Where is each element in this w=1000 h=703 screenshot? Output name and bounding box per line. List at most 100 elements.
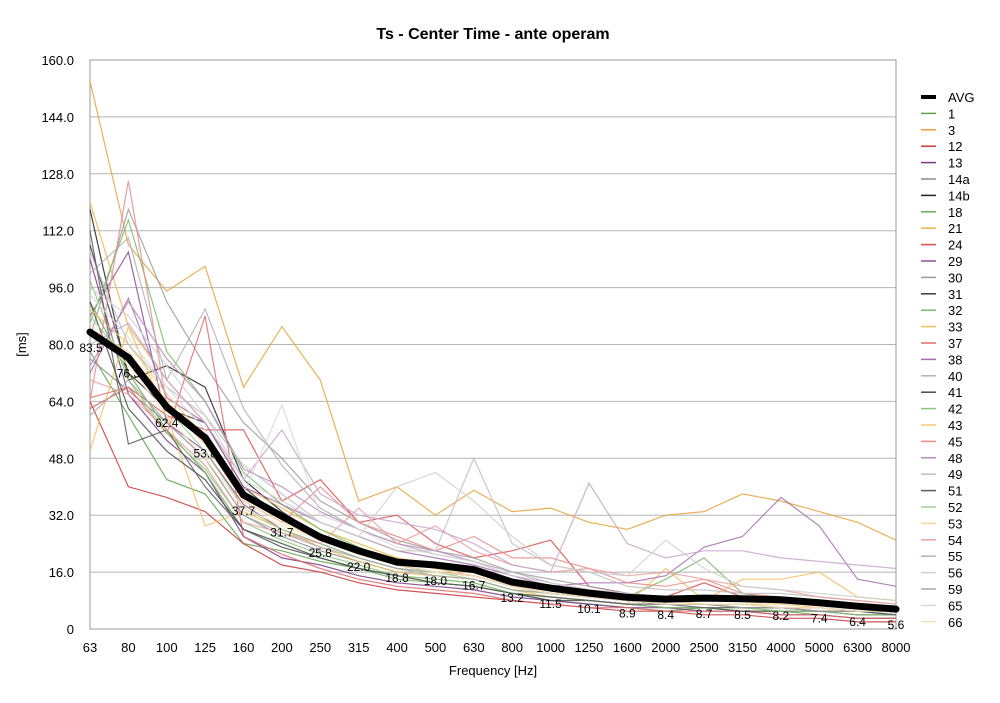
- legend-item: 31: [921, 287, 962, 302]
- avg-data-label: 76.3: [117, 367, 141, 381]
- legend-item: 43: [921, 418, 962, 433]
- avg-data-label: 8.2: [773, 609, 790, 623]
- legend-label: 14a: [948, 172, 970, 187]
- y-tick-label: 80.0: [49, 338, 74, 353]
- series-line-37: [89, 315, 896, 619]
- legend-item: 56: [921, 566, 962, 581]
- x-tick-label: 1600: [613, 640, 642, 655]
- avg-data-label: 11.5: [539, 597, 562, 611]
- legend-label: 52: [948, 500, 962, 515]
- legend-label: 32: [948, 303, 962, 318]
- x-tick-label: 6300: [843, 640, 872, 655]
- legend-label: 41: [948, 385, 962, 400]
- legend-label: AVG: [948, 90, 975, 105]
- legend-label: 1: [948, 106, 955, 121]
- series-line-3: [89, 81, 897, 541]
- x-tick-label: 5000: [805, 640, 834, 655]
- legend-item: AVG: [921, 90, 975, 105]
- series-line-38: [89, 296, 897, 587]
- series-line-45: [89, 180, 897, 609]
- legend-label: 48: [948, 451, 962, 466]
- y-tick-label: 64.0: [49, 394, 74, 409]
- x-tick-label: 800: [501, 640, 523, 655]
- series-line-12: [89, 401, 896, 623]
- legend-label: 31: [948, 287, 962, 302]
- series-line-55: [89, 322, 897, 573]
- series-lines: [86, 81, 900, 623]
- legend-label: 38: [948, 352, 962, 367]
- x-tick-label: 500: [425, 640, 447, 655]
- series-line-49: [89, 251, 897, 605]
- x-tick-label: 8000: [882, 640, 911, 655]
- x-tick-label: 2500: [690, 640, 719, 655]
- legend-item: 55: [921, 549, 962, 564]
- x-tick-label: 2000: [651, 640, 680, 655]
- legend-item: 29: [921, 254, 962, 269]
- legend-label: 40: [948, 369, 962, 384]
- legend-item: 59: [921, 582, 962, 597]
- series-line-59: [89, 379, 896, 612]
- legend-item: 32: [921, 303, 962, 318]
- y-axis-ticks: 0 16.0 32.0 48.0 64.0 80.0 96.0 112.0 128.0 144.0…: [41, 53, 74, 637]
- legend: AVG13121314a14b1821242930313233373840414…: [921, 90, 975, 630]
- legend-item: 45: [921, 434, 962, 449]
- legend-item: 66: [921, 615, 962, 630]
- legend-item: 48: [921, 451, 962, 466]
- legend-item: 30: [921, 270, 962, 285]
- legend-item: 14b: [921, 188, 970, 203]
- legend-item: 40: [921, 369, 962, 384]
- series-line-32: [89, 218, 896, 609]
- legend-item: 13: [921, 156, 962, 171]
- legend-label: 42: [948, 402, 962, 417]
- legend-label: 12: [948, 139, 962, 154]
- legend-label: 59: [948, 582, 962, 597]
- avg-data-label: 6.4: [849, 615, 866, 629]
- y-tick-label: 0: [67, 622, 74, 637]
- legend-item: 38: [921, 352, 962, 367]
- x-tick-label: 315: [348, 640, 370, 655]
- x-tick-label: 4000: [766, 640, 795, 655]
- legend-item: 1: [921, 106, 955, 121]
- legend-label: 21: [948, 221, 962, 236]
- avg-data-label: 16.7: [462, 579, 486, 593]
- avg-data-label: 22.0: [347, 560, 371, 574]
- avg-data-label: 53.8: [193, 447, 217, 461]
- legend-label: 18: [948, 205, 962, 220]
- legend-item: 54: [921, 533, 962, 548]
- legend-label: 30: [948, 270, 962, 285]
- legend-label: 14b: [948, 188, 970, 203]
- y-tick-label: 144.0: [41, 110, 74, 125]
- series-line-56: [89, 287, 897, 602]
- grid: [89, 59, 897, 630]
- avg-data-label: 31.7: [270, 525, 294, 539]
- legend-item: 42: [921, 402, 962, 417]
- avg-data-label: 8.7: [696, 607, 713, 621]
- legend-item: 33: [921, 320, 962, 335]
- avg-data-labels: 83.5 76.3 62.4 53.8 37.7 31.7 25.8 22.0 18.8 18.0…: [79, 341, 904, 632]
- legend-item: 24: [921, 238, 962, 253]
- x-tick-label: 80: [121, 640, 135, 655]
- x-tick-label: 250: [309, 640, 331, 655]
- legend-item: 18: [921, 205, 962, 220]
- x-tick-label: 630: [463, 640, 485, 655]
- legend-label: 56: [948, 566, 962, 581]
- legend-label: 49: [948, 467, 962, 482]
- series-line-42: [89, 280, 896, 616]
- avg-data-label: 8.9: [619, 606, 636, 620]
- avg-data-label: 13.2: [501, 591, 525, 605]
- series-line-AVG: [86, 328, 900, 613]
- x-tick-label: 160: [233, 640, 255, 655]
- legend-label: 24: [948, 238, 962, 253]
- y-tick-label: 48.0: [49, 451, 74, 466]
- x-tick-label: 1000: [536, 640, 565, 655]
- legend-label: 33: [948, 320, 962, 335]
- legend-label: 3: [948, 123, 955, 138]
- y-axis-label: [ms]: [14, 332, 29, 357]
- series-line-66: [89, 322, 896, 612]
- legend-item: 53: [921, 516, 962, 531]
- legend-item: 65: [921, 598, 962, 613]
- legend-label: 51: [948, 484, 962, 499]
- x-axis-ticks: 63 80 100 125 160 200 250 315 400 500 630 800 1000 12…: [83, 640, 911, 655]
- x-tick-label: 63: [83, 640, 97, 655]
